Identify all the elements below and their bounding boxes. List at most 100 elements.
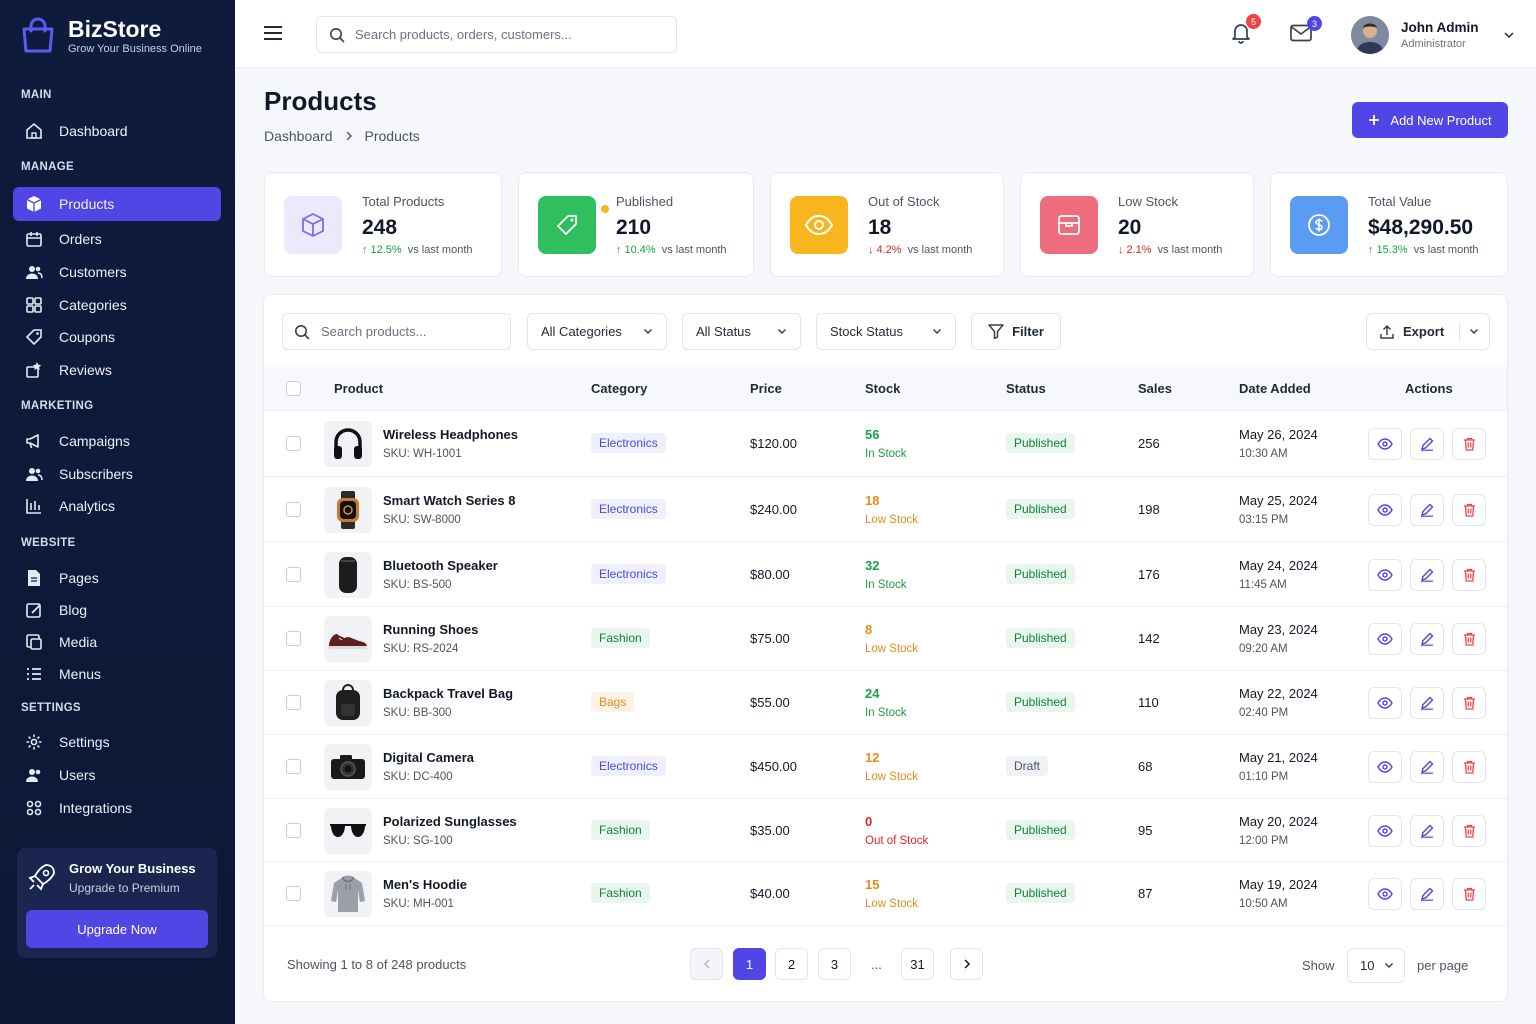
view-button[interactable] bbox=[1368, 814, 1402, 847]
page-button-1[interactable]: 1 bbox=[733, 948, 766, 980]
delete-button[interactable] bbox=[1452, 814, 1486, 847]
category-select[interactable]: All Categories bbox=[527, 313, 667, 350]
stock-status-select[interactable]: Stock Status bbox=[816, 313, 956, 350]
edit-button[interactable] bbox=[1410, 428, 1444, 460]
breadcrumb-dashboard[interactable]: Dashboard bbox=[264, 128, 333, 144]
page-button-2[interactable]: 2 bbox=[775, 948, 808, 980]
table-row[interactable]: Digital Camera SKU: DC-400 Electronics $450… bbox=[264, 735, 1507, 799]
delete-button[interactable] bbox=[1452, 558, 1486, 591]
upgrade-now-button[interactable]: Upgrade Now bbox=[26, 910, 208, 948]
sidebar-item-campaigns[interactable]: Campaigns bbox=[13, 424, 221, 458]
product-name[interactable]: Smart Watch Series 8 bbox=[383, 492, 516, 508]
sidebar-item-blog[interactable]: Blog bbox=[13, 593, 221, 627]
column-category[interactable]: Category bbox=[591, 381, 648, 396]
view-button[interactable] bbox=[1368, 493, 1402, 526]
table-row[interactable]: Wireless Headphones SKU: WH-1001 Electroni… bbox=[264, 411, 1507, 477]
sidebar-item-products[interactable]: Products bbox=[13, 187, 221, 221]
view-button[interactable] bbox=[1368, 687, 1402, 719]
select-all-checkbox[interactable] bbox=[286, 381, 301, 396]
user-menu[interactable]: John Admin Administrator bbox=[1351, 16, 1515, 54]
table-row[interactable]: Smart Watch Series 8 SKU: SW-8000 Electron… bbox=[264, 477, 1507, 542]
sidebar-item-menus[interactable]: Menus bbox=[13, 657, 221, 691]
product-search[interactable] bbox=[282, 313, 511, 350]
column-sales[interactable]: Sales bbox=[1138, 381, 1172, 396]
sidebar-item-label: Categories bbox=[59, 297, 127, 313]
sidebar-item-integrations[interactable]: Integrations bbox=[13, 791, 221, 825]
product-name[interactable]: Running Shoes bbox=[383, 622, 479, 637]
next-page-button[interactable] bbox=[950, 948, 983, 980]
table-row[interactable]: Bluetooth Speaker SKU: BS-500 Electronics $… bbox=[264, 542, 1507, 607]
page-button-3[interactable]: 3 bbox=[818, 948, 851, 980]
sidebar-item-customers[interactable]: Customers bbox=[13, 255, 221, 289]
edit-button[interactable] bbox=[1410, 558, 1444, 591]
table-row[interactable]: Men's Hoodie SKU: MH-001 Fashion $40.00 15 Lo… bbox=[264, 862, 1507, 926]
sidebar-item-media[interactable]: Media bbox=[13, 625, 221, 659]
row-checkbox[interactable] bbox=[286, 822, 301, 838]
view-button[interactable] bbox=[1368, 558, 1402, 591]
delete-button[interactable] bbox=[1452, 878, 1486, 910]
product-name[interactable]: Polarized Sunglasses bbox=[383, 813, 517, 829]
delete-button[interactable] bbox=[1452, 493, 1486, 526]
brand[interactable]: BizStore Grow Your Business Online bbox=[20, 16, 202, 55]
status-badge: Published bbox=[1006, 883, 1075, 903]
page-button-31[interactable]: 31 bbox=[901, 948, 934, 980]
export-button[interactable]: Export bbox=[1366, 313, 1490, 350]
product-name[interactable]: Men's Hoodie bbox=[383, 877, 467, 892]
delete-button[interactable] bbox=[1452, 623, 1486, 655]
add-new-product-button[interactable]: Add New Product bbox=[1352, 102, 1508, 138]
view-button[interactable] bbox=[1368, 623, 1402, 655]
chevron-down-icon[interactable] bbox=[1469, 328, 1479, 335]
row-checkbox[interactable] bbox=[286, 886, 301, 901]
delete-button[interactable] bbox=[1452, 687, 1486, 719]
column-price[interactable]: Price bbox=[750, 381, 782, 396]
sidebar-item-categories[interactable]: Categories bbox=[13, 288, 221, 322]
status-select[interactable]: All Status bbox=[682, 313, 801, 350]
sidebar-item-dashboard[interactable]: Dashboard bbox=[13, 114, 221, 148]
product-name[interactable]: Bluetooth Speaker bbox=[383, 557, 498, 573]
row-checkbox[interactable] bbox=[286, 695, 301, 710]
row-checkbox[interactable] bbox=[286, 759, 301, 774]
column-date-added[interactable]: Date Added bbox=[1239, 381, 1311, 396]
sidebar-item-orders[interactable]: Orders bbox=[13, 222, 221, 256]
edit-button[interactable] bbox=[1410, 814, 1444, 847]
notifications-button[interactable]: 5 bbox=[1231, 14, 1261, 44]
edit-button[interactable] bbox=[1410, 878, 1444, 910]
column-stock[interactable]: Stock bbox=[865, 381, 901, 396]
per-page-select[interactable]: 10 bbox=[1347, 948, 1405, 983]
sidebar-item-reviews[interactable]: Reviews bbox=[13, 353, 221, 387]
hamburger-menu-icon[interactable] bbox=[263, 24, 283, 42]
sidebar-item-users[interactable]: Users bbox=[13, 758, 221, 792]
row-checkbox[interactable] bbox=[286, 501, 301, 517]
table-row[interactable]: Backpack Travel Bag SKU: BB-300 Bags $55.00… bbox=[264, 671, 1507, 735]
row-checkbox[interactable] bbox=[286, 631, 301, 646]
filter-button[interactable]: Filter bbox=[971, 313, 1061, 350]
global-search-input[interactable] bbox=[355, 27, 655, 42]
product-name[interactable]: Backpack Travel Bag bbox=[383, 686, 514, 701]
messages-button[interactable]: 3 bbox=[1290, 16, 1322, 42]
row-checkbox[interactable] bbox=[286, 566, 301, 582]
column-product[interactable]: Product bbox=[334, 381, 384, 396]
product-search-input[interactable] bbox=[321, 324, 501, 339]
sidebar-item-pages[interactable]: Pages bbox=[13, 561, 221, 595]
sidebar-item-analytics[interactable]: Analytics bbox=[13, 489, 221, 523]
sidebar-item-coupons[interactable]: Coupons bbox=[13, 320, 221, 354]
view-button[interactable] bbox=[1368, 428, 1402, 460]
table-row[interactable]: Polarized Sunglasses SKU: SG-100 Fashion $3… bbox=[264, 799, 1507, 862]
delete-button[interactable] bbox=[1452, 428, 1486, 460]
prev-page-button[interactable] bbox=[690, 948, 723, 980]
table-row[interactable]: Running Shoes SKU: RS-2024 Fashion $75.00 8 L… bbox=[264, 607, 1507, 671]
row-checkbox[interactable] bbox=[286, 436, 301, 451]
global-search[interactable] bbox=[316, 16, 677, 53]
delete-button[interactable] bbox=[1452, 751, 1486, 783]
product-name[interactable]: Digital Camera bbox=[383, 750, 475, 765]
sidebar-item-settings[interactable]: Settings bbox=[13, 725, 221, 759]
sidebar-item-subscribers[interactable]: Subscribers bbox=[13, 457, 221, 491]
column-status[interactable]: Status bbox=[1006, 381, 1046, 396]
product-name[interactable]: Wireless Headphones bbox=[383, 427, 518, 442]
view-button[interactable] bbox=[1368, 751, 1402, 783]
edit-button[interactable] bbox=[1410, 751, 1444, 783]
view-button[interactable] bbox=[1368, 878, 1402, 910]
edit-button[interactable] bbox=[1410, 623, 1444, 655]
edit-button[interactable] bbox=[1410, 687, 1444, 719]
edit-button[interactable] bbox=[1410, 493, 1444, 526]
